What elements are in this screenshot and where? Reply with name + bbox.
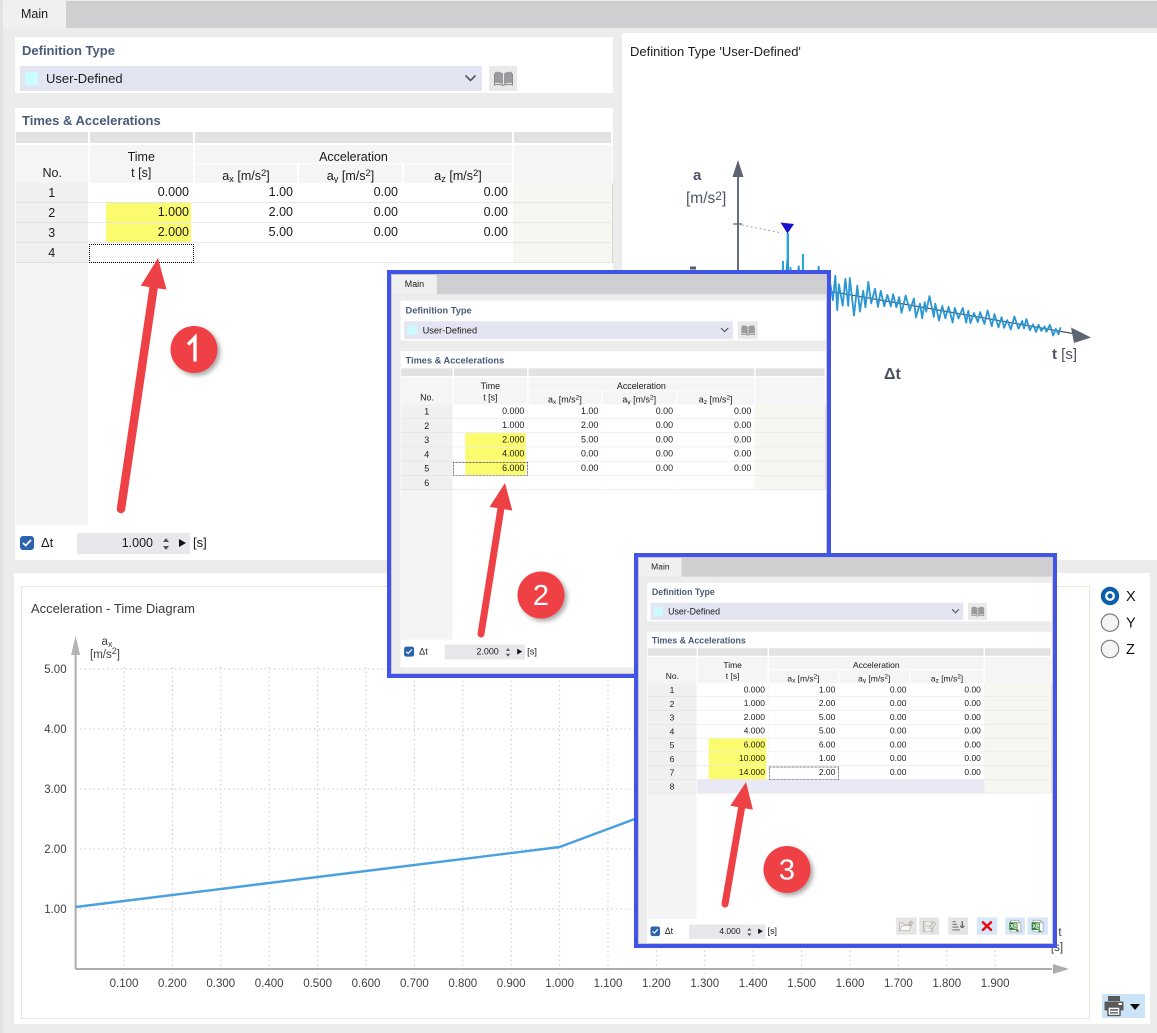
svg-text:1.800: 1.800 <box>932 978 961 990</box>
svg-text:4.00: 4.00 <box>44 724 66 736</box>
svg-text:X: X <box>1126 589 1136 605</box>
svg-text:t [s]: t [s] <box>1052 346 1077 363</box>
svg-text:0.100: 0.100 <box>110 978 139 990</box>
svg-text:1.400: 1.400 <box>739 978 768 990</box>
svg-text:0.800: 0.800 <box>448 978 477 990</box>
svg-text:1.00: 1.00 <box>44 904 66 916</box>
svg-text:0.200: 0.200 <box>158 978 187 990</box>
svg-text:1.000: 1.000 <box>545 978 574 990</box>
svg-text:1.700: 1.700 <box>884 978 913 990</box>
svg-text:1.500: 1.500 <box>787 978 816 990</box>
svg-text:t: t <box>1058 927 1062 939</box>
svg-text:0.300: 0.300 <box>206 978 235 990</box>
svg-text:5.00: 5.00 <box>44 664 66 676</box>
svg-text:1.100: 1.100 <box>594 978 623 990</box>
svg-text:X: X <box>1033 924 1037 930</box>
svg-text:1.200: 1.200 <box>642 978 671 990</box>
svg-text:0.500: 0.500 <box>303 978 332 990</box>
svg-text:X: X <box>1010 924 1014 930</box>
svg-text:1.300: 1.300 <box>690 978 719 990</box>
svg-text:Y: Y <box>1126 616 1136 632</box>
svg-text:[m/s2]: [m/s2] <box>90 646 120 661</box>
svg-text:1.900: 1.900 <box>981 978 1010 990</box>
svg-text:Δt: Δt <box>884 366 902 383</box>
svg-text:0.400: 0.400 <box>255 978 284 990</box>
svg-text:3.00: 3.00 <box>44 784 66 796</box>
svg-text:2.00: 2.00 <box>44 844 66 856</box>
svg-text:0.700: 0.700 <box>400 978 429 990</box>
svg-text:0.600: 0.600 <box>352 978 381 990</box>
svg-text:Z: Z <box>1126 642 1135 658</box>
svg-text:ax: ax <box>102 636 113 649</box>
svg-text:1.600: 1.600 <box>836 978 865 990</box>
svg-text:[m/s2]: [m/s2] <box>686 189 726 207</box>
svg-text:0.900: 0.900 <box>497 978 526 990</box>
svg-text:a: a <box>693 167 702 184</box>
